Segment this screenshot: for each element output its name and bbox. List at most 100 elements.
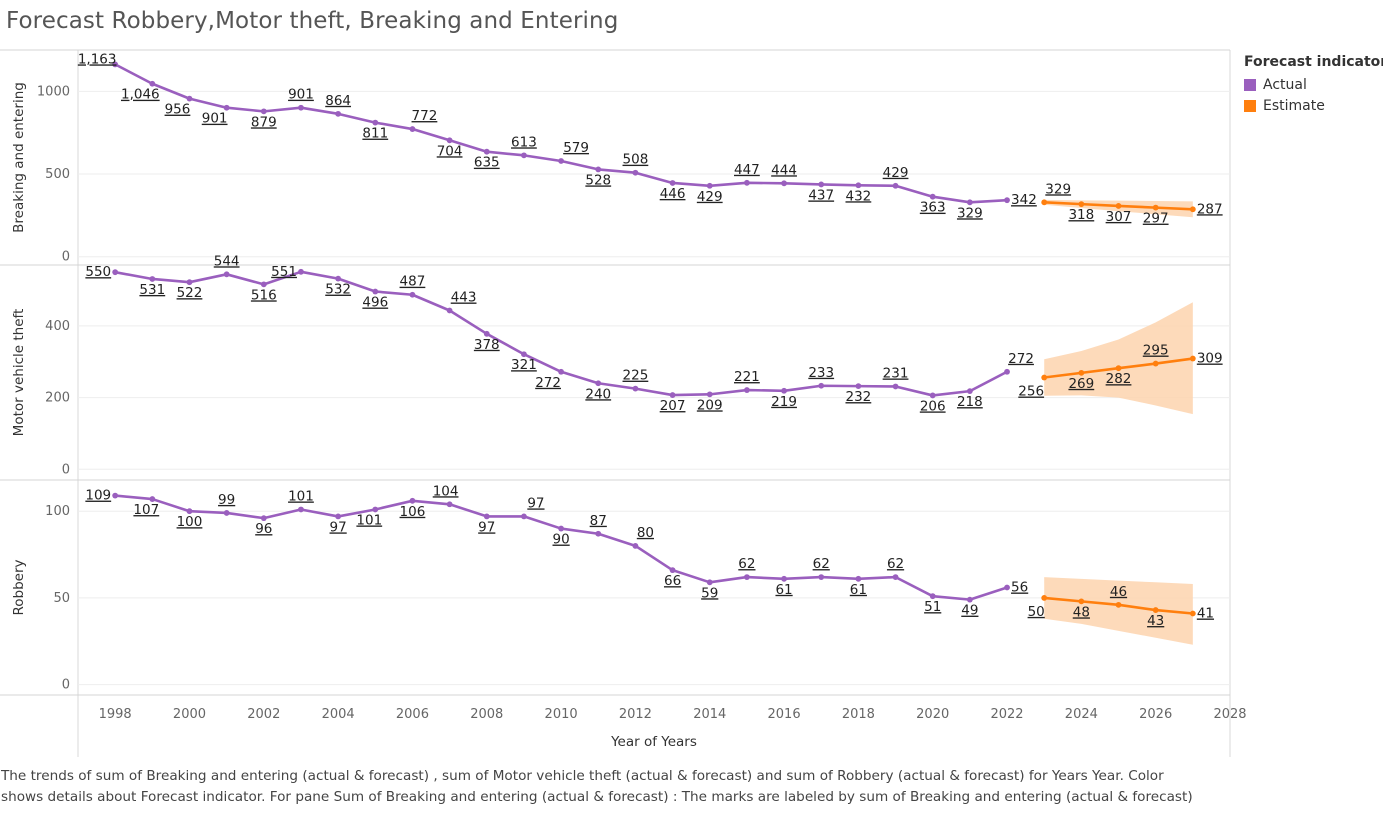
x-tick-label: 2024 — [1065, 707, 1098, 722]
x-tick-label: 2022 — [990, 707, 1023, 722]
legend-item-estimate[interactable]: Estimate — [1244, 95, 1383, 116]
data-point-actual — [521, 351, 527, 358]
data-point-actual — [706, 579, 713, 586]
x-tick-label: 2006 — [396, 707, 429, 722]
data-point-actual — [112, 269, 119, 276]
data-point-estimate — [1152, 607, 1159, 613]
data-point-actual — [260, 515, 267, 522]
data-point-actual — [744, 574, 750, 580]
data-label-actual: 528 — [585, 172, 611, 188]
data-point-actual — [669, 392, 676, 398]
data-point-actual — [1004, 584, 1010, 591]
data-point-actual — [595, 530, 602, 537]
data-label-actual: 272 — [1008, 351, 1034, 367]
data-point-actual — [966, 388, 973, 395]
data-point-actual — [298, 268, 304, 275]
data-label-actual: 62 — [738, 556, 755, 572]
data-label-actual: 97 — [478, 519, 495, 535]
data-label-actual: 496 — [362, 295, 388, 311]
data-point-actual — [558, 158, 564, 164]
legend-swatch-estimate — [1244, 99, 1256, 112]
data-point-actual — [855, 575, 862, 582]
data-point-estimate — [1115, 203, 1122, 209]
data-point-estimate — [1041, 199, 1048, 206]
data-label-actual: 522 — [177, 285, 203, 301]
data-label-estimate: 46 — [1110, 584, 1127, 600]
data-point-actual — [632, 385, 639, 392]
data-point-actual — [892, 574, 899, 580]
data-point-actual — [669, 567, 676, 574]
data-label-actual: 444 — [771, 162, 797, 178]
y-tick-label: 500 — [45, 167, 70, 182]
caption-line-1: The trends of sum of Breaking and enteri… — [1, 768, 1164, 784]
data-point-actual — [855, 182, 862, 189]
data-label-actual: 56 — [1011, 580, 1028, 596]
legend-item-actual[interactable]: Actual — [1244, 74, 1383, 95]
y-axis-title: Robbery — [11, 559, 27, 615]
data-label-actual: 218 — [957, 394, 983, 410]
data-label-actual: 1,163 — [78, 51, 117, 67]
x-tick-label: 2004 — [322, 707, 355, 722]
data-point-actual — [632, 169, 639, 176]
data-point-actual — [781, 575, 787, 582]
data-label-actual: 516 — [251, 287, 277, 303]
data-label-actual: 429 — [697, 189, 723, 205]
data-point-actual — [892, 383, 899, 390]
data-point-actual — [929, 593, 936, 600]
data-label-actual: 90 — [553, 532, 570, 548]
x-tick-label: 2002 — [247, 707, 280, 722]
data-point-estimate — [1115, 365, 1122, 372]
x-tick-label: 1998 — [99, 707, 132, 722]
data-label-actual: 544 — [214, 253, 240, 269]
data-label-actual: 432 — [845, 188, 871, 204]
data-point-actual — [223, 271, 230, 278]
data-label-estimate: 287 — [1197, 201, 1223, 217]
data-label-actual: 378 — [474, 337, 500, 353]
data-label-actual: 342 — [1011, 192, 1037, 208]
pane-2: 0 200 400 Motor vehicle theft 550 531 522 544 51… — [0, 253, 1230, 477]
data-point-actual — [595, 166, 602, 173]
data-point-actual — [409, 126, 416, 132]
data-label-actual: 221 — [734, 369, 760, 385]
data-label-actual: 207 — [660, 398, 686, 414]
data-label-actual: 531 — [139, 282, 165, 298]
data-label-actual: 209 — [697, 397, 723, 413]
data-label-actual: 225 — [623, 368, 649, 384]
data-point-actual — [298, 506, 304, 513]
x-tick-label: 2014 — [693, 707, 726, 722]
legend-swatch-actual — [1244, 78, 1256, 91]
data-point-actual — [483, 513, 490, 520]
data-label-actual: 97 — [330, 519, 347, 535]
data-label-actual: 87 — [590, 513, 607, 529]
data-label-actual: 51 — [924, 599, 941, 615]
data-point-estimate — [1041, 595, 1048, 601]
data-point-actual — [744, 387, 750, 393]
y-tick-label: 50 — [53, 591, 70, 606]
y-tick-label: 400 — [45, 319, 70, 334]
data-point-actual — [149, 276, 156, 282]
data-label-actual: 100 — [177, 514, 203, 530]
data-point-actual — [1004, 197, 1010, 204]
data-label-actual: 80 — [637, 525, 654, 541]
data-label-actual: 508 — [623, 152, 649, 168]
data-label-actual: 879 — [251, 114, 277, 130]
data-point-estimate — [1189, 206, 1196, 213]
data-point-actual — [966, 596, 973, 603]
y-tick-label: 0 — [62, 678, 70, 693]
data-point-actual — [706, 182, 713, 189]
data-point-actual — [409, 291, 416, 298]
data-point-actual — [744, 179, 750, 186]
data-label-actual: 231 — [883, 365, 909, 381]
y-tick-label: 100 — [45, 504, 70, 519]
data-label-actual: 579 — [563, 140, 589, 156]
data-point-actual — [446, 501, 453, 508]
data-label-actual: 532 — [325, 282, 351, 298]
data-label-actual: 901 — [288, 87, 314, 103]
y-tick-label: 200 — [45, 391, 70, 406]
data-point-actual — [112, 492, 119, 499]
y-axis-title: Breaking and entering — [11, 82, 27, 233]
data-label-actual: 49 — [961, 603, 978, 619]
data-label-actual: 109 — [85, 488, 111, 504]
data-point-actual — [186, 95, 193, 102]
data-label-actual: 811 — [362, 126, 388, 142]
